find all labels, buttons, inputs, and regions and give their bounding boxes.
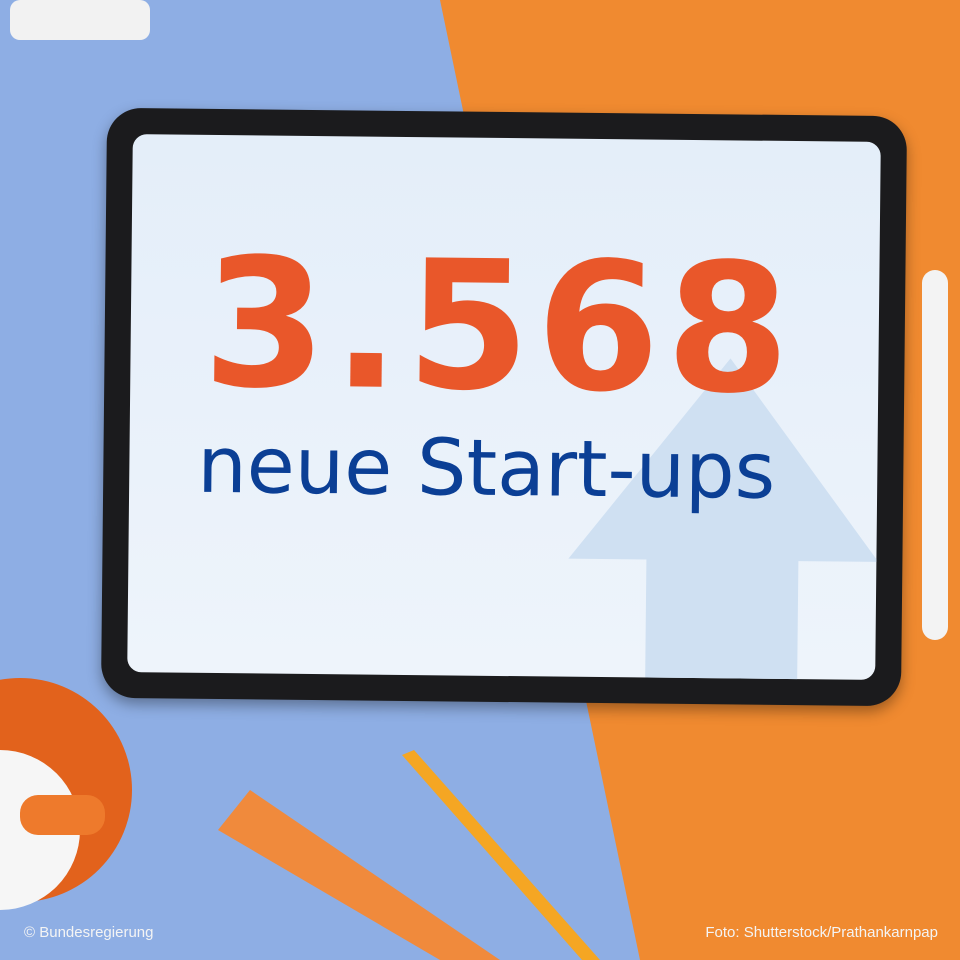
- cup-handle: [20, 795, 105, 835]
- stylus: [922, 270, 948, 640]
- startup-caption: neue Start-ups: [196, 420, 776, 517]
- pencil: [402, 750, 600, 960]
- photo-credit: Foto: Shutterstock/Prathankarnpap: [705, 924, 938, 941]
- copyright-credit: © Bundesregierung: [24, 924, 154, 941]
- startup-count: 3.568: [201, 219, 797, 434]
- tablet: 3.568 neue Start-ups: [100, 107, 908, 707]
- tablet-screen: 3.568 neue Start-ups: [127, 134, 881, 680]
- arrow-up-icon: [568, 358, 879, 680]
- ruler: [218, 790, 500, 960]
- pen-top: [10, 0, 150, 40]
